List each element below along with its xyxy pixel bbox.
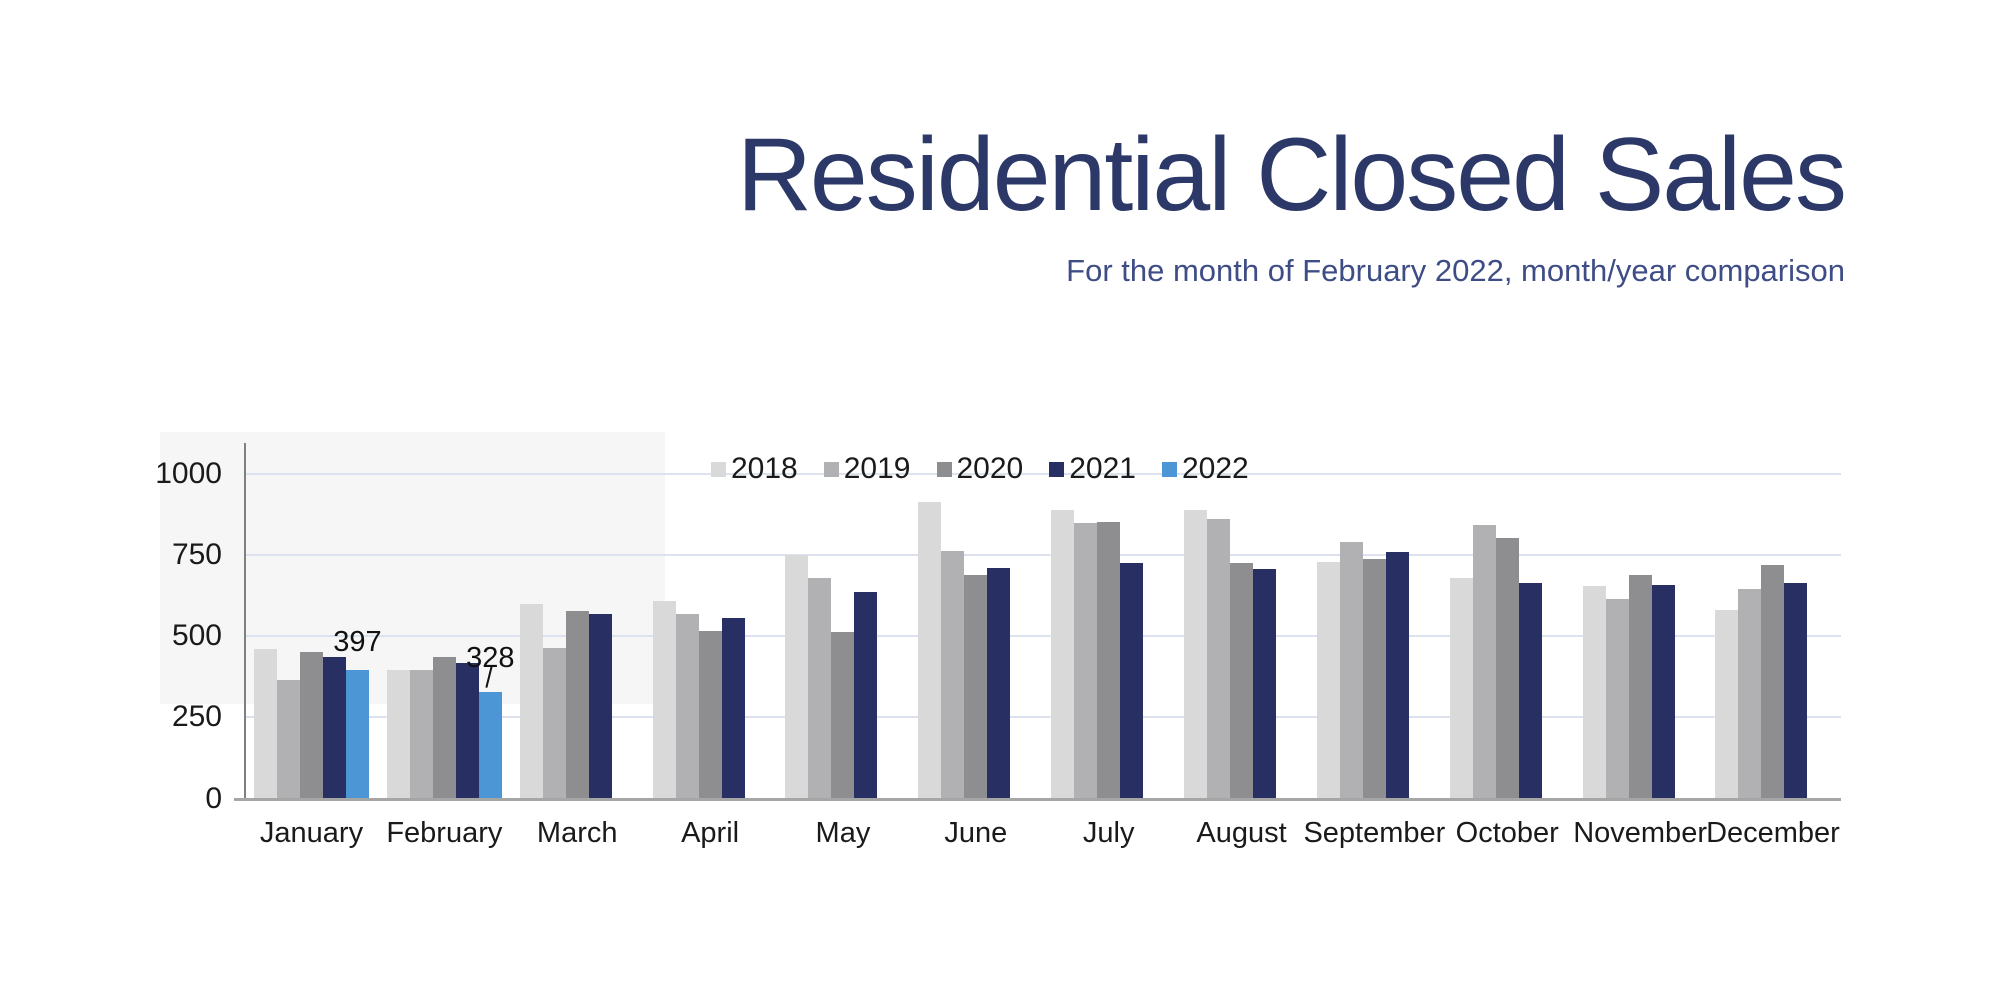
bar-october-2018 <box>1449 578 1473 799</box>
y-tick-label-0: 0 <box>205 781 222 815</box>
legend-item-2022: 2022 <box>1162 452 1249 486</box>
bar-may-2021 <box>854 591 878 799</box>
bar-november-2020 <box>1628 575 1652 799</box>
bar-august-2018 <box>1184 509 1208 799</box>
bar-january-2019 <box>277 679 300 799</box>
y-tick-label-500: 500 <box>171 619 222 653</box>
legend-swatch-2021 <box>1049 461 1065 477</box>
chart-title: Residential Closed Sales <box>736 117 1847 233</box>
bar-november-2019 <box>1605 599 1629 799</box>
legend-swatch-2022 <box>1162 461 1177 477</box>
data-label-397: 397 <box>333 625 382 658</box>
legend-swatch-2018 <box>711 461 726 477</box>
bar-june-2018 <box>918 501 942 799</box>
x-label-january: January <box>259 816 364 849</box>
bar-september-2018 <box>1316 562 1340 799</box>
x-axis-baseline <box>234 797 1841 801</box>
bar-april-2019 <box>675 613 699 799</box>
bar-august-2020 <box>1230 563 1254 799</box>
bar-march-2020 <box>565 611 589 799</box>
legend-label-2020: 2020 <box>956 452 1024 485</box>
bar-june-2020 <box>964 575 988 799</box>
bar-april-2020 <box>698 631 722 799</box>
bar-january-2018 <box>254 649 277 799</box>
bar-january-2021 <box>323 656 346 799</box>
legend-label-2021: 2021 <box>1069 452 1136 485</box>
x-label-may: May <box>815 816 871 849</box>
bar-august-2021 <box>1253 568 1277 799</box>
bar-june-2019 <box>941 551 965 799</box>
bar-september-2021 <box>1385 551 1409 799</box>
bar-october-2020 <box>1495 537 1519 799</box>
bar-may-2018 <box>785 555 809 799</box>
legend-label-2022: 2022 <box>1182 452 1249 485</box>
legend-item-2018: 2018 <box>711 452 798 486</box>
bar-july-2019 <box>1074 523 1098 799</box>
bar-october-2021 <box>1518 582 1542 799</box>
bar-february-2022 <box>478 692 502 799</box>
y-tick-label-250: 250 <box>171 700 222 734</box>
bar-july-2020 <box>1097 522 1121 799</box>
bar-march-2021 <box>588 614 612 799</box>
bar-december-2019 <box>1738 588 1762 799</box>
bar-march-2018 <box>519 604 543 799</box>
bar-january-2020 <box>300 652 323 799</box>
chart-legend: 2018 2019 2020 2021 2022 <box>711 452 1249 486</box>
x-label-september: September <box>1303 816 1446 849</box>
bar-july-2021 <box>1120 562 1144 799</box>
x-label-november: November <box>1573 816 1707 849</box>
legend-swatch-2019 <box>823 461 839 477</box>
bar-november-2021 <box>1651 584 1675 799</box>
y-tick-label-1000: 1000 <box>155 457 222 490</box>
x-label-february: February <box>386 816 503 849</box>
bar-april-2018 <box>652 601 676 799</box>
gridline-250 <box>246 716 1841 719</box>
legend-label-2019: 2019 <box>843 452 911 485</box>
bar-july-2018 <box>1051 509 1075 799</box>
bar-march-2019 <box>542 647 566 799</box>
legend-item-2019: 2019 <box>823 452 911 486</box>
bar-january-2022 <box>346 669 369 799</box>
x-label-july: July <box>1082 816 1135 849</box>
chart-subtitle: For the month of February 2022, month/ye… <box>1066 253 1845 288</box>
bar-february-2019 <box>409 669 433 799</box>
bar-june-2021 <box>987 568 1011 799</box>
legend-item-2020: 2020 <box>936 452 1024 486</box>
x-label-october: October <box>1455 816 1559 849</box>
x-label-august: August <box>1196 816 1287 849</box>
bar-february-2018 <box>386 669 410 799</box>
gridline-500 <box>246 635 1841 638</box>
y-axis-line <box>244 443 246 799</box>
x-label-march: March <box>536 816 618 849</box>
bar-december-2020 <box>1761 565 1785 799</box>
legend-swatch-2020 <box>936 461 952 477</box>
bar-april-2021 <box>721 617 745 799</box>
legend-item-2021: 2021 <box>1049 452 1136 486</box>
bar-september-2020 <box>1362 559 1386 799</box>
gridline-750 <box>246 554 1841 557</box>
x-label-april: April <box>681 816 740 849</box>
bar-november-2018 <box>1582 585 1606 799</box>
bar-december-2018 <box>1715 609 1739 799</box>
bar-may-2019 <box>808 578 832 799</box>
x-label-december: December <box>1706 816 1840 849</box>
bar-december-2021 <box>1784 582 1808 799</box>
gridline-1000 <box>246 473 1841 475</box>
bar-september-2019 <box>1339 542 1363 799</box>
bar-october-2019 <box>1472 525 1496 799</box>
bar-august-2019 <box>1207 518 1231 799</box>
x-label-june: June <box>944 816 1008 849</box>
bar-february-2021 <box>455 663 479 799</box>
bar-february-2020 <box>432 657 456 799</box>
legend-label-2018: 2018 <box>731 452 798 485</box>
y-tick-label-750: 750 <box>171 538 222 572</box>
bar-may-2020 <box>831 632 855 799</box>
